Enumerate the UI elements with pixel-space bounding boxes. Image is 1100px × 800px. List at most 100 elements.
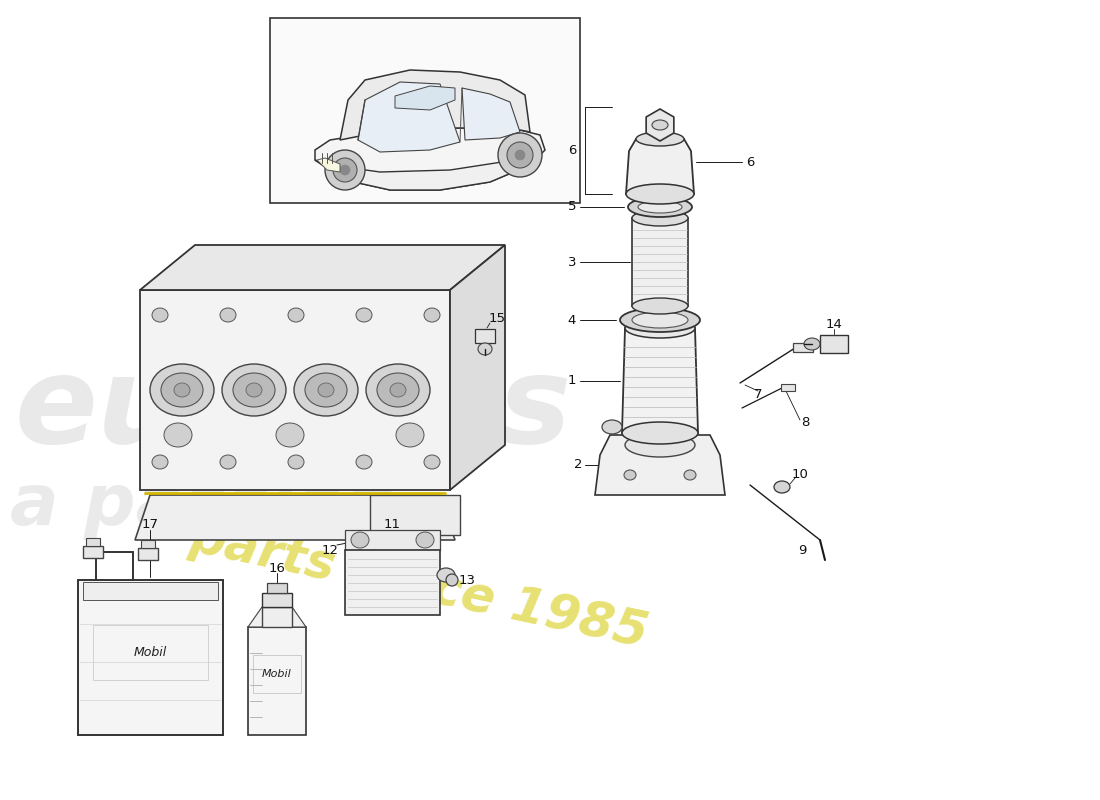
Text: a passion: a passion	[10, 470, 396, 539]
Ellipse shape	[602, 420, 621, 434]
Polygon shape	[370, 495, 460, 535]
Ellipse shape	[377, 373, 419, 407]
Ellipse shape	[620, 308, 700, 332]
Ellipse shape	[366, 364, 430, 416]
Ellipse shape	[804, 338, 820, 350]
Bar	[253, 655, 301, 693]
Text: 1: 1	[568, 374, 576, 387]
Ellipse shape	[152, 308, 168, 322]
Ellipse shape	[340, 165, 350, 175]
Bar	[345, 530, 440, 550]
Ellipse shape	[174, 383, 190, 397]
Polygon shape	[340, 70, 530, 140]
Ellipse shape	[222, 364, 286, 416]
Bar	[267, 583, 287, 593]
Polygon shape	[315, 152, 540, 190]
Bar	[138, 548, 158, 560]
Text: 9: 9	[798, 543, 806, 557]
Ellipse shape	[632, 312, 688, 328]
Text: Mobil: Mobil	[133, 646, 166, 659]
Bar	[820, 335, 848, 353]
Ellipse shape	[276, 423, 304, 447]
Ellipse shape	[478, 343, 492, 355]
Bar	[86, 538, 100, 546]
Ellipse shape	[152, 455, 168, 469]
Text: 12: 12	[321, 543, 339, 557]
Ellipse shape	[294, 364, 358, 416]
Polygon shape	[626, 139, 694, 194]
Polygon shape	[78, 580, 223, 735]
Polygon shape	[358, 82, 460, 152]
Text: 2: 2	[574, 458, 582, 471]
Polygon shape	[450, 245, 505, 490]
Text: 13: 13	[459, 574, 475, 586]
Text: 6: 6	[746, 155, 755, 169]
Ellipse shape	[625, 318, 695, 338]
Ellipse shape	[628, 197, 692, 217]
Ellipse shape	[318, 383, 334, 397]
Text: 15: 15	[488, 313, 506, 326]
Ellipse shape	[625, 433, 695, 457]
Ellipse shape	[220, 455, 236, 469]
Ellipse shape	[424, 308, 440, 322]
Ellipse shape	[632, 210, 688, 226]
Polygon shape	[248, 607, 306, 627]
Ellipse shape	[624, 470, 636, 480]
Ellipse shape	[356, 308, 372, 322]
Ellipse shape	[233, 373, 275, 407]
Ellipse shape	[161, 373, 204, 407]
Bar	[793, 343, 813, 352]
Ellipse shape	[446, 574, 458, 586]
Polygon shape	[595, 435, 725, 495]
Polygon shape	[462, 88, 520, 140]
Text: 4: 4	[568, 314, 576, 326]
Ellipse shape	[246, 383, 262, 397]
Ellipse shape	[288, 308, 304, 322]
Bar	[82, 546, 103, 558]
Polygon shape	[646, 109, 674, 141]
Bar	[262, 593, 292, 607]
Polygon shape	[315, 128, 544, 190]
Text: Mobil: Mobil	[262, 669, 292, 679]
Text: 6: 6	[568, 145, 576, 158]
Ellipse shape	[636, 132, 684, 146]
Text: 16: 16	[268, 562, 285, 575]
Ellipse shape	[498, 133, 542, 177]
Ellipse shape	[626, 184, 694, 204]
Ellipse shape	[351, 532, 369, 548]
Bar	[475, 329, 495, 343]
Polygon shape	[248, 627, 306, 735]
Text: 10: 10	[792, 469, 808, 482]
Text: 11: 11	[384, 518, 400, 531]
Text: 8: 8	[801, 417, 810, 430]
Polygon shape	[395, 86, 455, 110]
Text: 7: 7	[754, 389, 762, 402]
Ellipse shape	[621, 422, 698, 444]
Ellipse shape	[288, 455, 304, 469]
Ellipse shape	[424, 455, 440, 469]
Ellipse shape	[638, 201, 682, 213]
Bar	[345, 550, 440, 615]
Ellipse shape	[305, 373, 346, 407]
Bar	[781, 384, 795, 391]
Text: 5: 5	[568, 201, 576, 214]
Polygon shape	[140, 290, 450, 490]
Ellipse shape	[515, 150, 525, 160]
Text: 14: 14	[826, 318, 843, 331]
Ellipse shape	[333, 158, 358, 182]
Ellipse shape	[164, 423, 192, 447]
Bar	[94, 625, 208, 680]
Ellipse shape	[684, 470, 696, 480]
Text: europes: europes	[15, 351, 572, 469]
Bar	[262, 607, 292, 627]
Polygon shape	[135, 495, 455, 540]
Ellipse shape	[396, 423, 424, 447]
Ellipse shape	[356, 455, 372, 469]
Polygon shape	[621, 328, 698, 433]
Polygon shape	[632, 218, 688, 306]
Bar	[141, 540, 155, 548]
Polygon shape	[317, 158, 340, 172]
Ellipse shape	[652, 120, 668, 130]
Text: parts since 1985: parts since 1985	[185, 513, 652, 657]
Bar	[82, 582, 218, 600]
